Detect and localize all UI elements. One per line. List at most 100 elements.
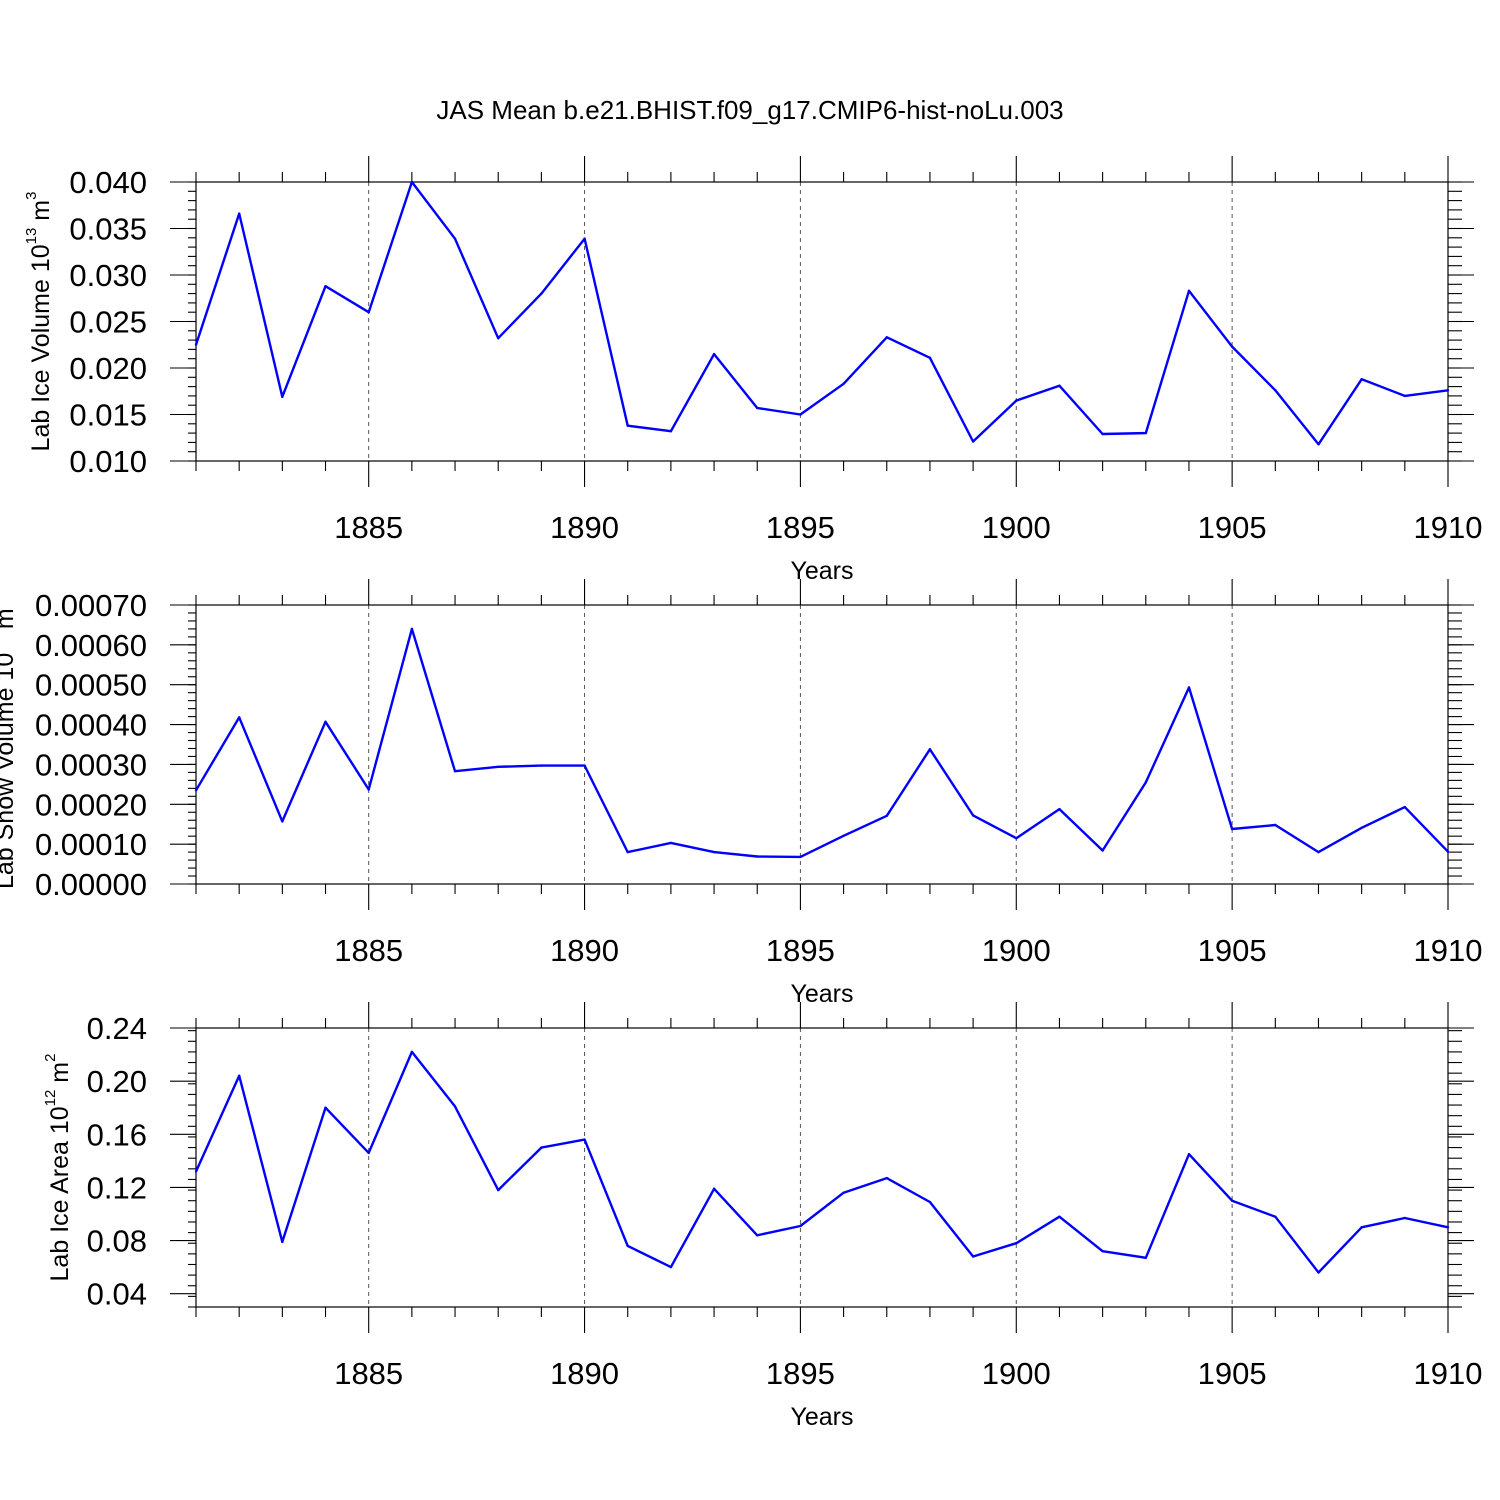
data-point: [1015, 399, 1018, 402]
panels: 0.010 0.015 0.020 0.025 0.030 0.035 0.040 1885 1…: [0, 156, 1482, 1431]
y-axis-label-unit-exponent: 2: [42, 1054, 59, 1062]
y-tick-label: 0.04: [87, 1277, 147, 1312]
data-point: [971, 440, 975, 443]
data-point: [842, 1191, 845, 1194]
data-point: [1187, 289, 1191, 293]
data-point: [324, 1106, 327, 1109]
data-point: [712, 352, 716, 356]
x-tick-label: 1905: [1198, 1356, 1267, 1391]
y-axis-label-unit: m: [27, 200, 55, 228]
data-point: [281, 1240, 284, 1244]
data-point: [237, 212, 241, 215]
data-point: [1274, 823, 1277, 827]
data-point: [1230, 1199, 1234, 1202]
data-point: [583, 237, 586, 240]
data-point: [1101, 1250, 1104, 1253]
data-point: [1446, 850, 1450, 853]
x-tick-label: 1890: [550, 510, 619, 545]
y-tick-label: 0.08: [87, 1224, 147, 1259]
x-tick-label: 1895: [766, 510, 835, 545]
x-axis-label: Years: [790, 557, 853, 585]
data-point: [367, 311, 370, 314]
data-point: [453, 1105, 457, 1108]
data-point: [410, 627, 414, 631]
x-tick-label: 1905: [1198, 933, 1267, 968]
y-tick-label: 0.025: [69, 305, 147, 340]
data-point: [669, 430, 673, 433]
data-point: [367, 788, 370, 791]
plot-frame: [195, 604, 1449, 885]
x-tick-label: 1900: [982, 510, 1051, 545]
data-point: [1230, 827, 1234, 831]
data-point: [497, 337, 500, 340]
data-point: [1360, 1226, 1363, 1229]
data-point: [1317, 1271, 1320, 1274]
data-point: [1101, 849, 1104, 852]
data-point: [1403, 394, 1407, 398]
data-point: [885, 814, 888, 818]
data-point: [1058, 807, 1061, 811]
y-tick-label: 0.24: [87, 1011, 147, 1046]
data-point: [799, 413, 802, 416]
y-tick-label: 0.00030: [35, 747, 147, 782]
data-point: [194, 343, 198, 346]
x-tick-label: 1900: [982, 933, 1051, 968]
chart-panel-1: 0.010 0.015 0.020 0.025 0.030 0.035 0.040 1885 1…: [23, 156, 1482, 585]
data-point: [1403, 805, 1407, 809]
y-tick-label: 0.020: [69, 351, 147, 386]
data-point: [842, 834, 845, 837]
chart-panel-3: 0.04 0.08 0.12 0.16 0.20 0.24 1885 1890 1895 1900…: [42, 1002, 1483, 1431]
y-tick-label: 0.015: [69, 398, 147, 433]
x-tick-label: 1895: [766, 1356, 835, 1391]
data-point: [1446, 389, 1450, 392]
data-point: [799, 855, 802, 859]
data-point: [712, 850, 716, 854]
data-point: [971, 1255, 975, 1258]
y-axis-label-text: Lab Ice Volume 10: [27, 244, 55, 451]
data-point: [1274, 389, 1277, 392]
data-point: [1274, 1215, 1277, 1218]
data-point: [842, 382, 845, 386]
data-point: [237, 1074, 241, 1078]
data-point: [237, 716, 241, 719]
x-tick-label: 1910: [1414, 1356, 1483, 1391]
x-tick-label: 1900: [982, 1356, 1051, 1391]
data-point: [669, 1265, 673, 1269]
y-tick-label: 0.12: [87, 1170, 147, 1205]
x-tick-label: 1885: [334, 510, 403, 545]
data-point: [1187, 1153, 1191, 1156]
x-tick-label: 1910: [1414, 933, 1483, 968]
data-point: [540, 292, 543, 295]
x-tick-label: 1895: [766, 933, 835, 968]
y-tick-label: 0.00000: [35, 867, 147, 902]
plot-frame: [195, 181, 1449, 462]
x-tick-label: 1885: [334, 933, 403, 968]
data-point: [928, 1200, 932, 1204]
data-point: [324, 284, 327, 288]
y-tick-label: 0.035: [69, 212, 147, 247]
data-point: [928, 748, 932, 751]
data-point: [756, 1234, 759, 1237]
data-point: [194, 1170, 198, 1173]
data-point: [583, 764, 586, 767]
data-point: [1058, 384, 1061, 387]
data-point: [1015, 1242, 1018, 1245]
data-point: [1101, 432, 1104, 436]
data-point: [453, 770, 457, 773]
y-tick-label: 0.00070: [35, 588, 147, 623]
data-point: [1058, 1215, 1061, 1218]
data-series-line: [194, 1050, 1449, 1274]
data-point: [626, 850, 629, 854]
x-axis-label: Years: [790, 1403, 853, 1431]
data-point: [1317, 850, 1320, 854]
data-point: [799, 1224, 802, 1228]
data-point: [1015, 836, 1018, 840]
data-point: [324, 720, 327, 723]
y-axis-label-unit-exponent: 3: [23, 192, 40, 200]
data-point: [885, 1176, 888, 1180]
plot-frame: [195, 1027, 1449, 1308]
y-axis-label-text: Lab Ice Area 10: [46, 1106, 74, 1281]
data-point: [971, 814, 975, 817]
data-point: [540, 1146, 543, 1149]
data-point: [712, 1187, 716, 1190]
